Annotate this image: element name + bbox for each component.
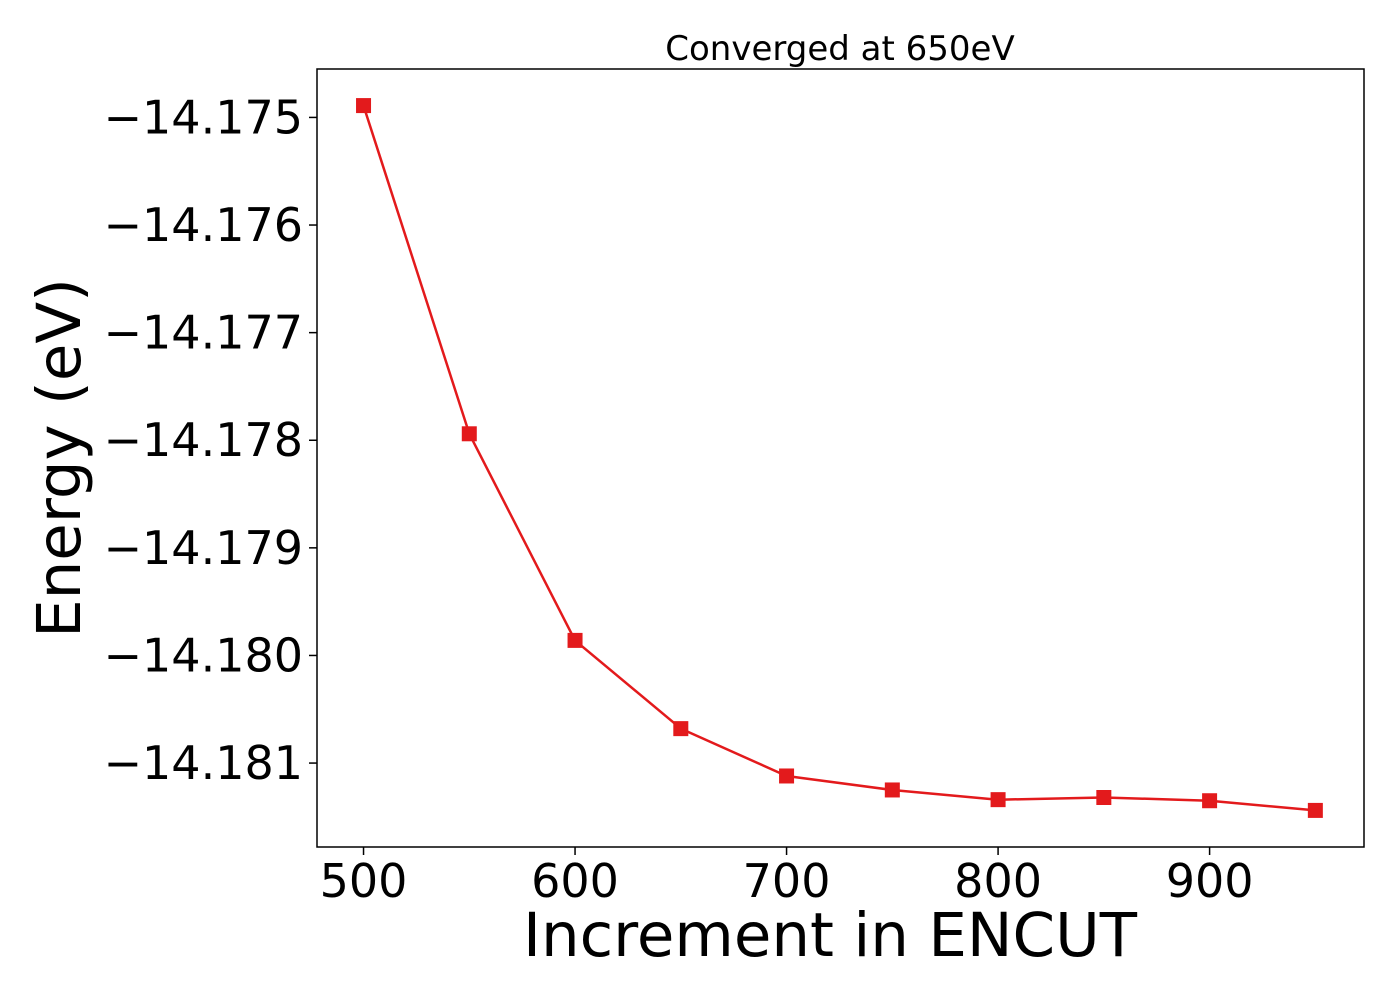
x-tick-label: 800 bbox=[954, 854, 1042, 908]
y-tick-label: −14.180 bbox=[104, 628, 304, 682]
data-point-marker bbox=[779, 768, 795, 784]
data-point-marker bbox=[884, 782, 900, 798]
series-layer bbox=[356, 98, 1323, 818]
y-tick-label: −14.178 bbox=[104, 413, 304, 467]
data-point-marker bbox=[1202, 793, 1218, 809]
data-point-marker bbox=[1096, 790, 1112, 806]
series-line bbox=[362, 105, 1316, 812]
data-point-marker bbox=[673, 721, 689, 737]
y-tick-label: −14.179 bbox=[104, 521, 304, 575]
plot-area bbox=[316, 68, 1365, 848]
chart-title: Converged at 650eV bbox=[665, 29, 1014, 69]
x-axis: 500 600 700 800 900 bbox=[320, 847, 1254, 908]
x-tick-label: 600 bbox=[531, 854, 619, 908]
y-tick-label: −14.176 bbox=[104, 198, 304, 252]
x-tick-label: 900 bbox=[1166, 854, 1254, 908]
x-tick-label: 500 bbox=[320, 854, 408, 908]
data-point-marker bbox=[461, 426, 477, 442]
data-point-marker bbox=[990, 792, 1006, 808]
y-axis: −14.175 −14.176 −14.177 −14.178 −14.179 −14.1… bbox=[104, 90, 317, 790]
data-point-marker bbox=[1307, 802, 1323, 818]
y-axis-label: Energy (eV) bbox=[24, 278, 95, 638]
x-axis-label: Increment in ENCUT bbox=[523, 900, 1138, 971]
data-point-marker bbox=[567, 632, 583, 648]
y-tick-label: −14.175 bbox=[104, 90, 304, 144]
data-point-marker bbox=[356, 98, 372, 114]
plot-frame bbox=[316, 68, 1365, 848]
x-tick-label: 700 bbox=[743, 854, 831, 908]
y-tick-label: −14.177 bbox=[104, 306, 304, 360]
y-tick-label: −14.181 bbox=[104, 736, 304, 790]
